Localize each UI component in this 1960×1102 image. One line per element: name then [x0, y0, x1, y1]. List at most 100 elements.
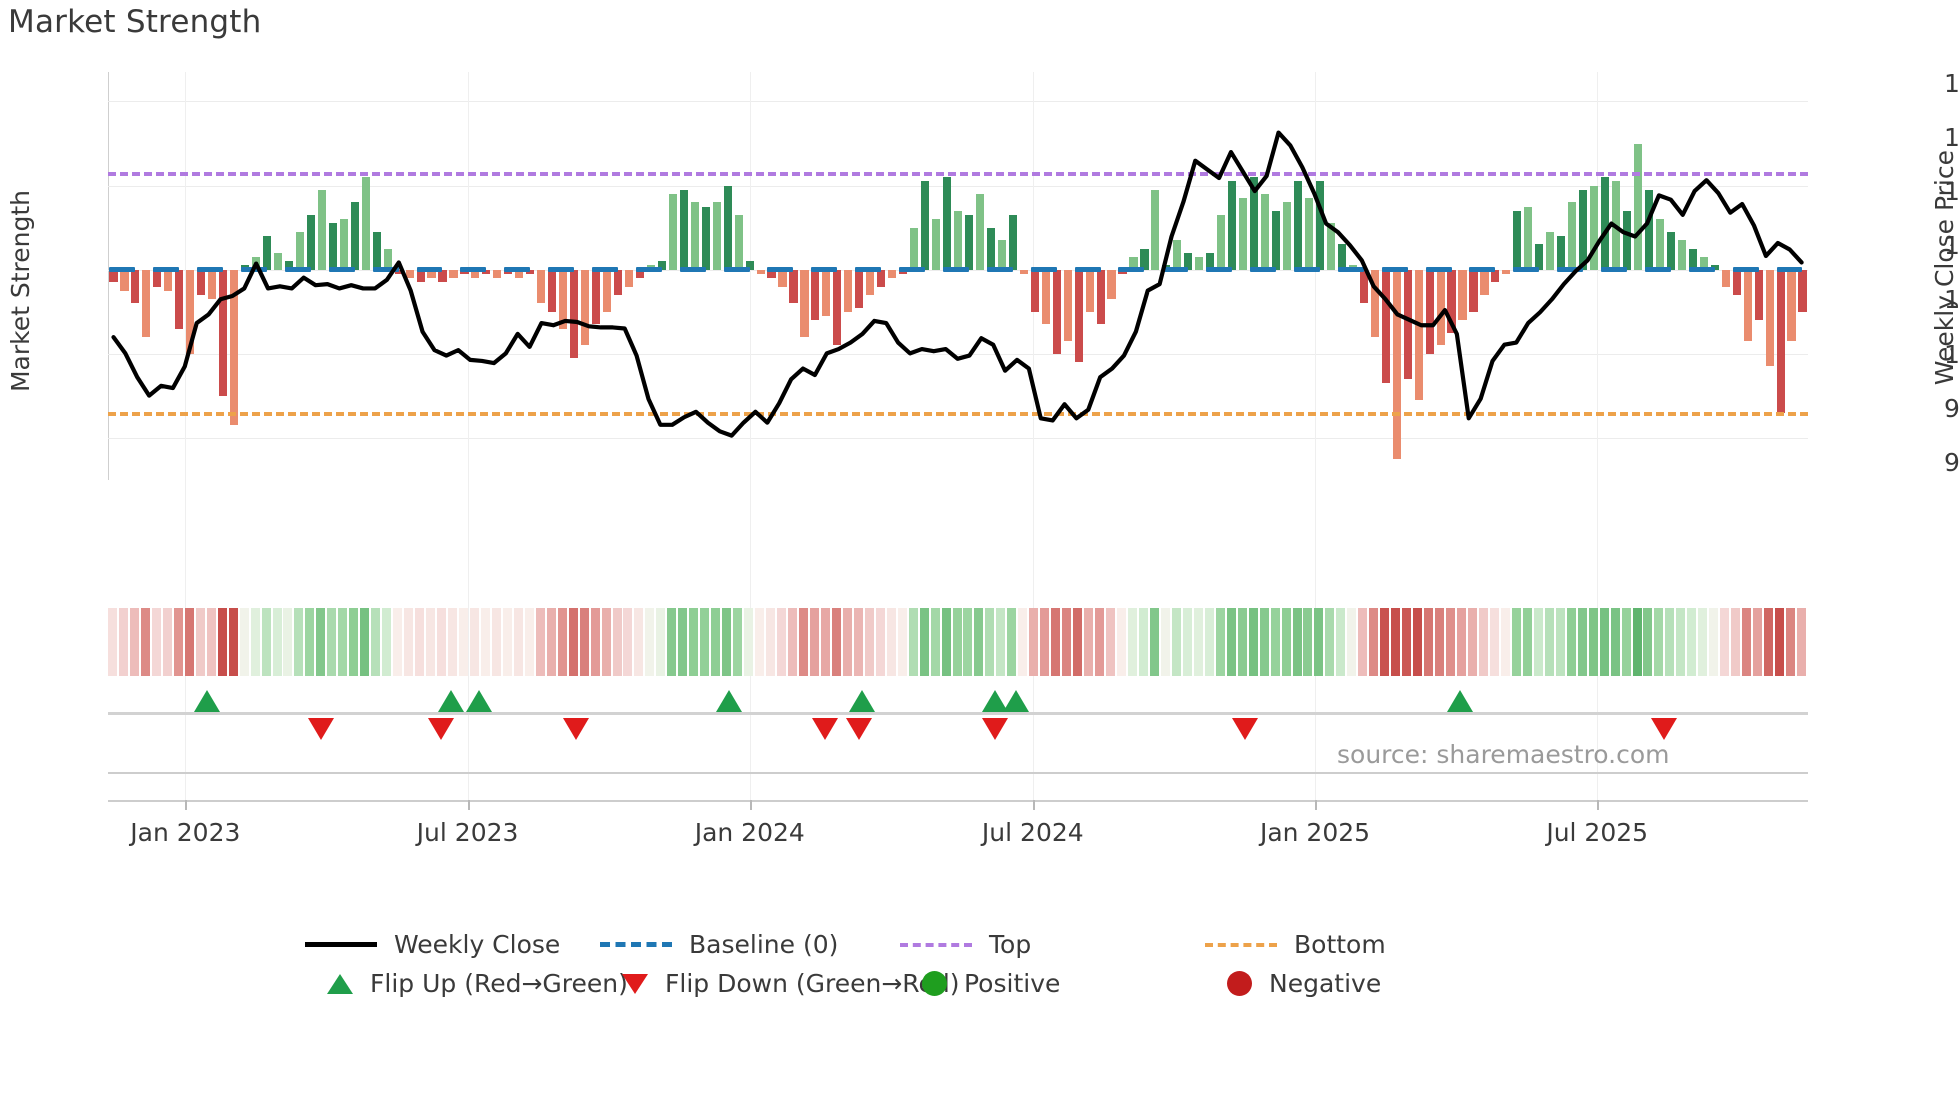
baseline-segment: [1688, 266, 1715, 272]
heat-strip-cell: [1446, 608, 1456, 676]
heat-strip-cell: [316, 608, 326, 676]
heat-strip-cell: [1084, 608, 1094, 676]
baseline-segment: [1293, 266, 1320, 272]
bar-positive: [1666, 231, 1675, 270]
heat-strip-cell: [546, 608, 556, 676]
flip-up-marker: [194, 690, 221, 712]
bar-positive: [284, 261, 294, 270]
bar-positive: [679, 189, 688, 270]
heat-strip-cell: [469, 608, 479, 676]
legend-triangle-up-icon: [327, 973, 353, 994]
baseline-segment: [1074, 266, 1101, 272]
flip-down-marker: [845, 718, 872, 740]
flip-down-marker: [981, 718, 1008, 740]
bar-positive: [1140, 248, 1149, 270]
heat-strip-cell: [1018, 608, 1028, 676]
heat-strip-cell: [1314, 608, 1324, 676]
heat-strip-cell: [184, 608, 194, 676]
bar-positive: [964, 215, 974, 270]
baseline-segment: [723, 266, 750, 272]
bar-positive: [1315, 181, 1324, 270]
heat-strip-cell: [1698, 608, 1708, 676]
legend-item-baseline[interactable]: Baseline (0): [600, 925, 838, 964]
heat-strip-cell: [788, 608, 797, 676]
bar-negative: [888, 269, 897, 279]
heat-strip-cell: [458, 608, 468, 676]
baseline-segment: [811, 266, 838, 272]
heat-strip-cell: [612, 608, 622, 676]
bar-negative: [131, 269, 140, 304]
heat-strip-cell: [480, 608, 490, 676]
heat-strip-cell: [678, 608, 688, 676]
heat-strip-cell: [634, 608, 644, 676]
bar-negative: [767, 269, 776, 279]
flip-marker-band: [108, 688, 1808, 740]
bar-negative: [416, 269, 425, 283]
bar-positive: [997, 240, 1006, 270]
x-axis-tick-mark: [1597, 800, 1600, 810]
x-axis-tick-label: Jan 2024: [694, 818, 805, 847]
y-axis-right-label: Weekly Close Price: [1930, 150, 1959, 386]
heat-strip-cell: [1106, 608, 1116, 676]
bar-negative: [1787, 269, 1796, 342]
baseline-segment: [372, 266, 399, 272]
x-axis-tick-mark: [1315, 800, 1317, 810]
heat-strip-cell: [1259, 608, 1269, 676]
baseline-segment: [416, 266, 443, 272]
heat-strip-cell: [590, 608, 600, 676]
heat-strip-cell: [1500, 608, 1510, 676]
heat-strip-cell: [338, 608, 348, 676]
bar-negative: [548, 269, 557, 312]
bar-negative: [1019, 269, 1028, 274]
bar-negative: [756, 269, 765, 274]
heat-strip-cell: [1478, 608, 1488, 676]
legend-item-flip-down[interactable]: Flip Down (Green→Red): [600, 964, 960, 1003]
heat-strip-cell: [1764, 608, 1774, 676]
heat-strip-cell: [1720, 608, 1730, 676]
heat-strip-cell: [1588, 608, 1598, 676]
heat-strip-cell: [272, 608, 282, 676]
legend-item-weekly-close[interactable]: Weekly Close: [305, 925, 560, 964]
heat-strip-cell: [393, 608, 403, 676]
gridline: [108, 185, 1808, 187]
bar-negative: [559, 269, 568, 329]
bar-positive: [1293, 181, 1303, 270]
bar-positive: [372, 231, 381, 270]
bar-negative: [449, 269, 458, 279]
bar-positive: [1151, 189, 1160, 270]
baseline-segment: [1776, 266, 1803, 272]
legend-item-negative[interactable]: Negative: [1205, 964, 1381, 1003]
bar-positive: [1129, 257, 1138, 270]
heat-strip-cell: [294, 608, 304, 676]
heat-strip-cell: [919, 608, 929, 676]
legend-item-top[interactable]: Top: [900, 925, 1031, 964]
x-axis: Jan 2023 Jul 2023 Jan 2024 Jul 2024 Jan 2025…: [108, 800, 1808, 870]
baseline-segment: [855, 266, 882, 272]
heat-strip-cell: [733, 608, 743, 676]
source-caption: source: sharemaestro.com: [1337, 740, 1670, 769]
bar-positive: [932, 219, 941, 270]
heat-strip-cell: [1051, 608, 1061, 676]
bar-negative: [482, 269, 491, 274]
bar-negative: [1436, 269, 1445, 346]
y-axis-right-tick: 12.50: [1944, 68, 1960, 98]
heat-strip-cell: [1117, 608, 1127, 676]
heat-strip-cell: [667, 608, 677, 676]
bar-positive: [712, 202, 721, 270]
legend-item-flip-up[interactable]: Flip Up (Red→Green): [305, 964, 628, 1003]
bar-negative: [1765, 269, 1774, 367]
heat-strip-cell: [941, 608, 951, 676]
vertical-gridline: [185, 72, 187, 800]
baseline-segment: [1513, 266, 1540, 272]
bar-positive: [1699, 257, 1708, 270]
heat-strip-cell: [250, 608, 260, 676]
heat-strip-cell: [1457, 608, 1467, 676]
baseline-segment: [635, 266, 662, 272]
legend-item-positive[interactable]: Positive: [900, 964, 1060, 1003]
bar-positive: [690, 202, 699, 270]
legend-dotted-icon: [900, 942, 972, 947]
legend-item-bottom[interactable]: Bottom: [1205, 925, 1386, 964]
main-plot: 40200−20−40 12.5012.0011.5011.0010.5010.…: [108, 69, 1960, 800]
divider-rule-upper: [108, 772, 1808, 774]
heat-strip-cell: [371, 608, 381, 676]
